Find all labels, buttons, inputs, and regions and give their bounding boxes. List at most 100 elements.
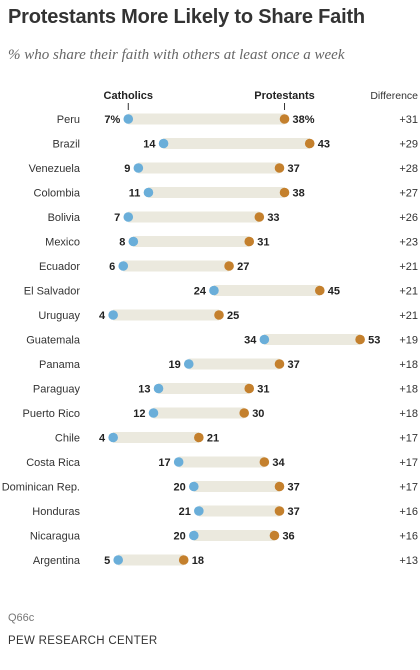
country-label: Bolivia [48, 212, 81, 224]
catholics-value-label: 19 [169, 359, 181, 371]
country-row: Uruguay 4 25 +21 [38, 309, 418, 322]
protestants-dot [254, 212, 265, 222]
catholics-value-label: 14 [143, 139, 156, 151]
protestants-dot [279, 187, 290, 198]
catholics-dot [133, 163, 144, 173]
catholics-value-label: 5 [104, 555, 110, 567]
country-row: Peru 7% 38% +31 [57, 113, 418, 126]
range-bar [163, 138, 310, 149]
range-bar [264, 334, 361, 345]
catholics-dot [113, 555, 123, 565]
country-label: Panama [39, 359, 81, 371]
difference-value: +17 [399, 482, 418, 494]
protestants-value-label: 53 [368, 335, 380, 347]
legend-protestants: Protestants [254, 90, 315, 102]
range-bar [198, 505, 280, 517]
protestants-dot [274, 506, 285, 516]
catholics-dot [183, 359, 194, 369]
country-label: Chile [55, 433, 80, 445]
country-label: Dominican Rep. [2, 482, 80, 494]
range-bar [128, 113, 285, 125]
country-label: Costa Rica [26, 457, 81, 469]
country-row: Paraguay 13 31 +18 [33, 383, 418, 396]
question-note: Q66c [8, 612, 35, 624]
difference-value: +13 [399, 555, 418, 567]
difference-value: +18 [399, 359, 418, 371]
protestants-value-label: 37 [287, 506, 299, 518]
country-row: Guatemala 34 53 +19 [26, 334, 418, 347]
difference-value: +19 [399, 335, 418, 347]
difference-value: +18 [399, 408, 418, 420]
catholics-dot [128, 236, 139, 247]
protestants-value-label: 34 [272, 457, 285, 469]
country-label: Puerto Rico [23, 408, 80, 420]
country-row: Chile 4 21 +17 [55, 432, 418, 445]
country-row: Ecuador 6 27 +21 [39, 260, 418, 273]
country-row: El Salvador 24 45 +21 [24, 285, 418, 298]
difference-value: +16 [399, 531, 418, 543]
country-label: Guatemala [26, 335, 81, 347]
range-bar [193, 481, 280, 492]
protestants-dot [239, 408, 249, 418]
catholics-value-label: 11 [129, 188, 141, 200]
protestants-value-label: 18 [192, 555, 204, 567]
catholics-value-label: 7 [114, 212, 120, 224]
protestants-dot [279, 114, 290, 124]
difference-value: +31 [399, 114, 418, 126]
range-bar [213, 285, 320, 296]
range-bar [178, 456, 265, 468]
difference-value: +16 [399, 506, 418, 518]
catholics-value-label: 4 [99, 310, 106, 322]
country-row: Costa Rica 17 34 +17 [26, 456, 418, 469]
range-bar [123, 260, 230, 272]
catholics-dot [259, 334, 270, 345]
protestants-value-label: 38 [293, 188, 305, 200]
protestants-value-label: 33 [267, 212, 279, 224]
country-label: Ecuador [39, 261, 80, 273]
catholics-dot [194, 506, 204, 516]
catholics-dot [108, 432, 118, 443]
protestants-dot [274, 163, 285, 173]
source-label: PEW RESEARCH CENTER [8, 635, 158, 647]
protestants-value-label: 36 [282, 531, 294, 543]
catholics-dot [173, 457, 184, 467]
dot-chart: Catholics Protestants Difference Peru 7% 38%… [2, 90, 418, 567]
protestants-value-label: 37 [287, 359, 299, 371]
catholics-dot [123, 212, 134, 222]
catholics-value-label: 24 [194, 286, 207, 298]
difference-header: Difference [370, 90, 418, 102]
catholics-value-label: 21 [179, 506, 191, 518]
country-label: Venezuela [29, 163, 81, 175]
country-label: El Salvador [24, 286, 81, 298]
protestants-dot [259, 457, 270, 467]
legend-catholics: Catholics [104, 90, 154, 102]
catholics-value-label: 7% [104, 114, 120, 126]
protestants-value-label: 38% [293, 114, 315, 126]
chart-subtitle: % who share their faith with others at l… [8, 47, 345, 63]
catholics-dot [148, 408, 159, 418]
country-label: Peru [57, 114, 80, 126]
protestants-dot [214, 310, 224, 320]
protestants-dot [304, 138, 315, 149]
protestants-dot [194, 432, 204, 443]
range-bar [188, 358, 280, 370]
country-row: Brazil 14 43 +29 [52, 138, 418, 151]
catholics-value-label: 20 [174, 482, 186, 494]
catholics-value-label: 9 [124, 163, 130, 175]
range-bar [158, 383, 250, 394]
difference-value: +29 [399, 139, 418, 151]
catholics-dot [118, 261, 129, 271]
country-row: Bolivia 7 33 +26 [48, 211, 418, 224]
protestants-dot [269, 530, 280, 541]
country-label: Argentina [33, 555, 81, 567]
difference-value: +18 [399, 384, 418, 396]
catholics-dot [143, 187, 154, 198]
catholics-value-label: 4 [99, 433, 106, 445]
range-bar [118, 554, 184, 566]
country-label: Honduras [32, 506, 80, 518]
range-bar [128, 211, 260, 223]
catholics-value-label: 34 [244, 335, 257, 347]
country-row: Honduras 21 37 +16 [32, 505, 418, 518]
difference-value: +21 [399, 286, 418, 298]
catholics-value-label: 6 [109, 261, 115, 273]
